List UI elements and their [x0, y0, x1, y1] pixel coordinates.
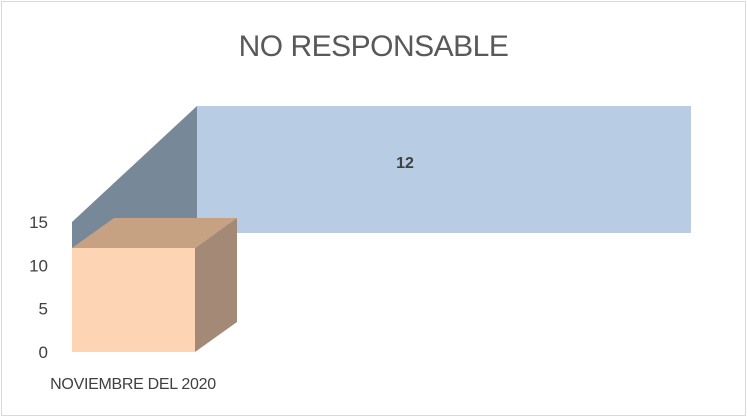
bar-top	[72, 218, 237, 248]
x-category-label: NOVIEMBRE DEL 2020	[50, 376, 216, 393]
y-tick-label: 0	[39, 343, 48, 362]
back-wall	[197, 106, 691, 233]
bar-front	[72, 248, 195, 352]
y-tick-label: 15	[29, 213, 48, 232]
data-label: 12	[396, 155, 414, 172]
bar-side	[195, 218, 237, 352]
chart-title: NO RESPONSABLE	[238, 30, 509, 63]
y-tick-label: 10	[29, 256, 48, 275]
y-tick-label: 5	[39, 300, 48, 319]
